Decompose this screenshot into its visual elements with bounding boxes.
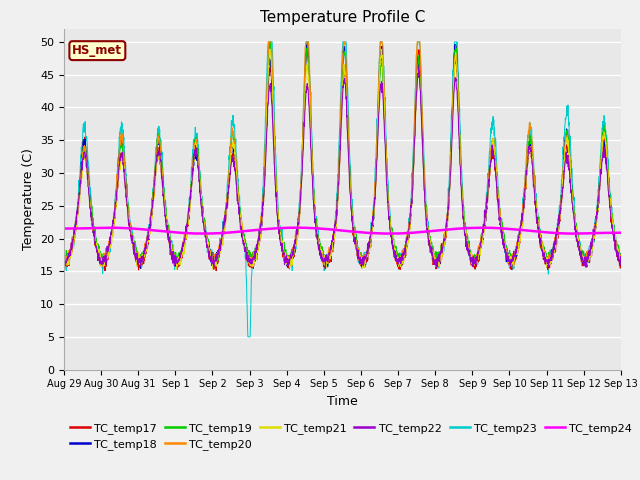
TC_temp20 — [265, 39, 273, 45]
TC_temp20 — [359, 257, 367, 263]
TC_temp24 — [200, 231, 207, 237]
TC_temp21 — [505, 257, 513, 263]
TC_temp24 — [371, 230, 379, 236]
TC_temp19 — [568, 186, 576, 192]
TC_temp17 — [568, 194, 576, 200]
TC_temp19 — [266, 39, 273, 45]
TC_temp20 — [617, 252, 625, 258]
TC_temp22 — [371, 195, 379, 201]
TC_temp24 — [60, 226, 68, 231]
TC_temp20 — [216, 242, 223, 248]
X-axis label: Time: Time — [327, 395, 358, 408]
TC_temp19 — [216, 245, 223, 251]
Legend: TC_temp17, TC_temp18, TC_temp19, TC_temp20, TC_temp21, TC_temp22, TC_temp23, TC_: TC_temp17, TC_temp18, TC_temp19, TC_temp… — [70, 423, 632, 450]
TC_temp23 — [216, 248, 223, 253]
TC_temp19 — [505, 254, 513, 260]
TC_temp24 — [568, 231, 576, 237]
TC_temp24 — [359, 229, 367, 235]
TC_temp21 — [216, 252, 223, 257]
Line: TC_temp23: TC_temp23 — [64, 42, 621, 337]
TC_temp21 — [584, 258, 591, 264]
TC_temp19 — [137, 262, 145, 268]
Y-axis label: Temperature (C): Temperature (C) — [22, 148, 35, 250]
Line: TC_temp22: TC_temp22 — [64, 68, 621, 267]
TC_temp21 — [60, 254, 68, 260]
TC_temp18 — [584, 253, 591, 259]
Line: TC_temp24: TC_temp24 — [64, 228, 621, 234]
TC_temp24 — [617, 230, 625, 236]
TC_temp18 — [60, 253, 68, 259]
TC_temp23 — [505, 258, 513, 264]
TC_temp18 — [505, 250, 513, 256]
TC_temp24 — [293, 225, 301, 230]
TC_temp18 — [451, 42, 459, 48]
TC_temp18 — [359, 265, 367, 271]
TC_temp17 — [359, 259, 367, 264]
TC_temp21 — [378, 46, 385, 52]
TC_temp18 — [371, 196, 379, 202]
TC_temp21 — [617, 260, 625, 266]
Line: TC_temp19: TC_temp19 — [64, 42, 621, 265]
TC_temp23 — [244, 334, 252, 340]
TC_temp24 — [505, 226, 513, 232]
TC_temp21 — [173, 266, 180, 272]
TC_temp20 — [371, 182, 379, 188]
Line: TC_temp21: TC_temp21 — [64, 49, 621, 269]
TC_temp18 — [136, 265, 144, 271]
TC_temp22 — [60, 259, 68, 264]
Text: HS_met: HS_met — [72, 44, 122, 57]
TC_temp23 — [617, 258, 625, 264]
TC_temp22 — [584, 259, 591, 264]
TC_temp19 — [584, 256, 591, 262]
TC_temp22 — [617, 256, 625, 262]
TC_temp19 — [60, 252, 68, 258]
TC_temp22 — [359, 257, 367, 263]
TC_temp19 — [617, 251, 625, 257]
TC_temp21 — [359, 265, 367, 271]
TC_temp22 — [568, 200, 576, 206]
Line: TC_temp20: TC_temp20 — [64, 42, 621, 267]
TC_temp17 — [216, 252, 223, 258]
TC_temp17 — [303, 41, 311, 47]
TC_temp18 — [617, 259, 625, 264]
Line: TC_temp18: TC_temp18 — [64, 45, 621, 268]
TC_temp23 — [359, 254, 367, 260]
TC_temp22 — [415, 65, 422, 71]
TC_temp23 — [264, 39, 272, 45]
TC_temp20 — [568, 194, 576, 200]
TC_temp17 — [505, 260, 513, 265]
TC_temp24 — [216, 230, 223, 236]
TC_temp22 — [322, 264, 330, 270]
Title: Temperature Profile C: Temperature Profile C — [260, 10, 425, 25]
TC_temp17 — [101, 268, 109, 274]
TC_temp20 — [60, 258, 68, 264]
TC_temp19 — [359, 256, 367, 262]
TC_temp18 — [216, 246, 223, 252]
TC_temp17 — [60, 257, 68, 263]
TC_temp17 — [617, 261, 625, 266]
TC_temp18 — [568, 191, 576, 196]
TC_temp23 — [568, 168, 576, 174]
TC_temp23 — [584, 249, 591, 254]
TC_temp22 — [505, 253, 513, 259]
TC_temp21 — [568, 190, 576, 195]
TC_temp24 — [584, 230, 591, 236]
TC_temp20 — [584, 255, 591, 261]
TC_temp20 — [432, 264, 440, 270]
TC_temp20 — [505, 258, 513, 264]
TC_temp23 — [371, 172, 379, 178]
TC_temp17 — [371, 192, 379, 198]
TC_temp21 — [371, 199, 379, 204]
Line: TC_temp17: TC_temp17 — [64, 44, 621, 271]
TC_temp19 — [371, 193, 379, 199]
TC_temp23 — [60, 258, 68, 264]
TC_temp17 — [584, 258, 591, 264]
TC_temp22 — [216, 245, 223, 251]
